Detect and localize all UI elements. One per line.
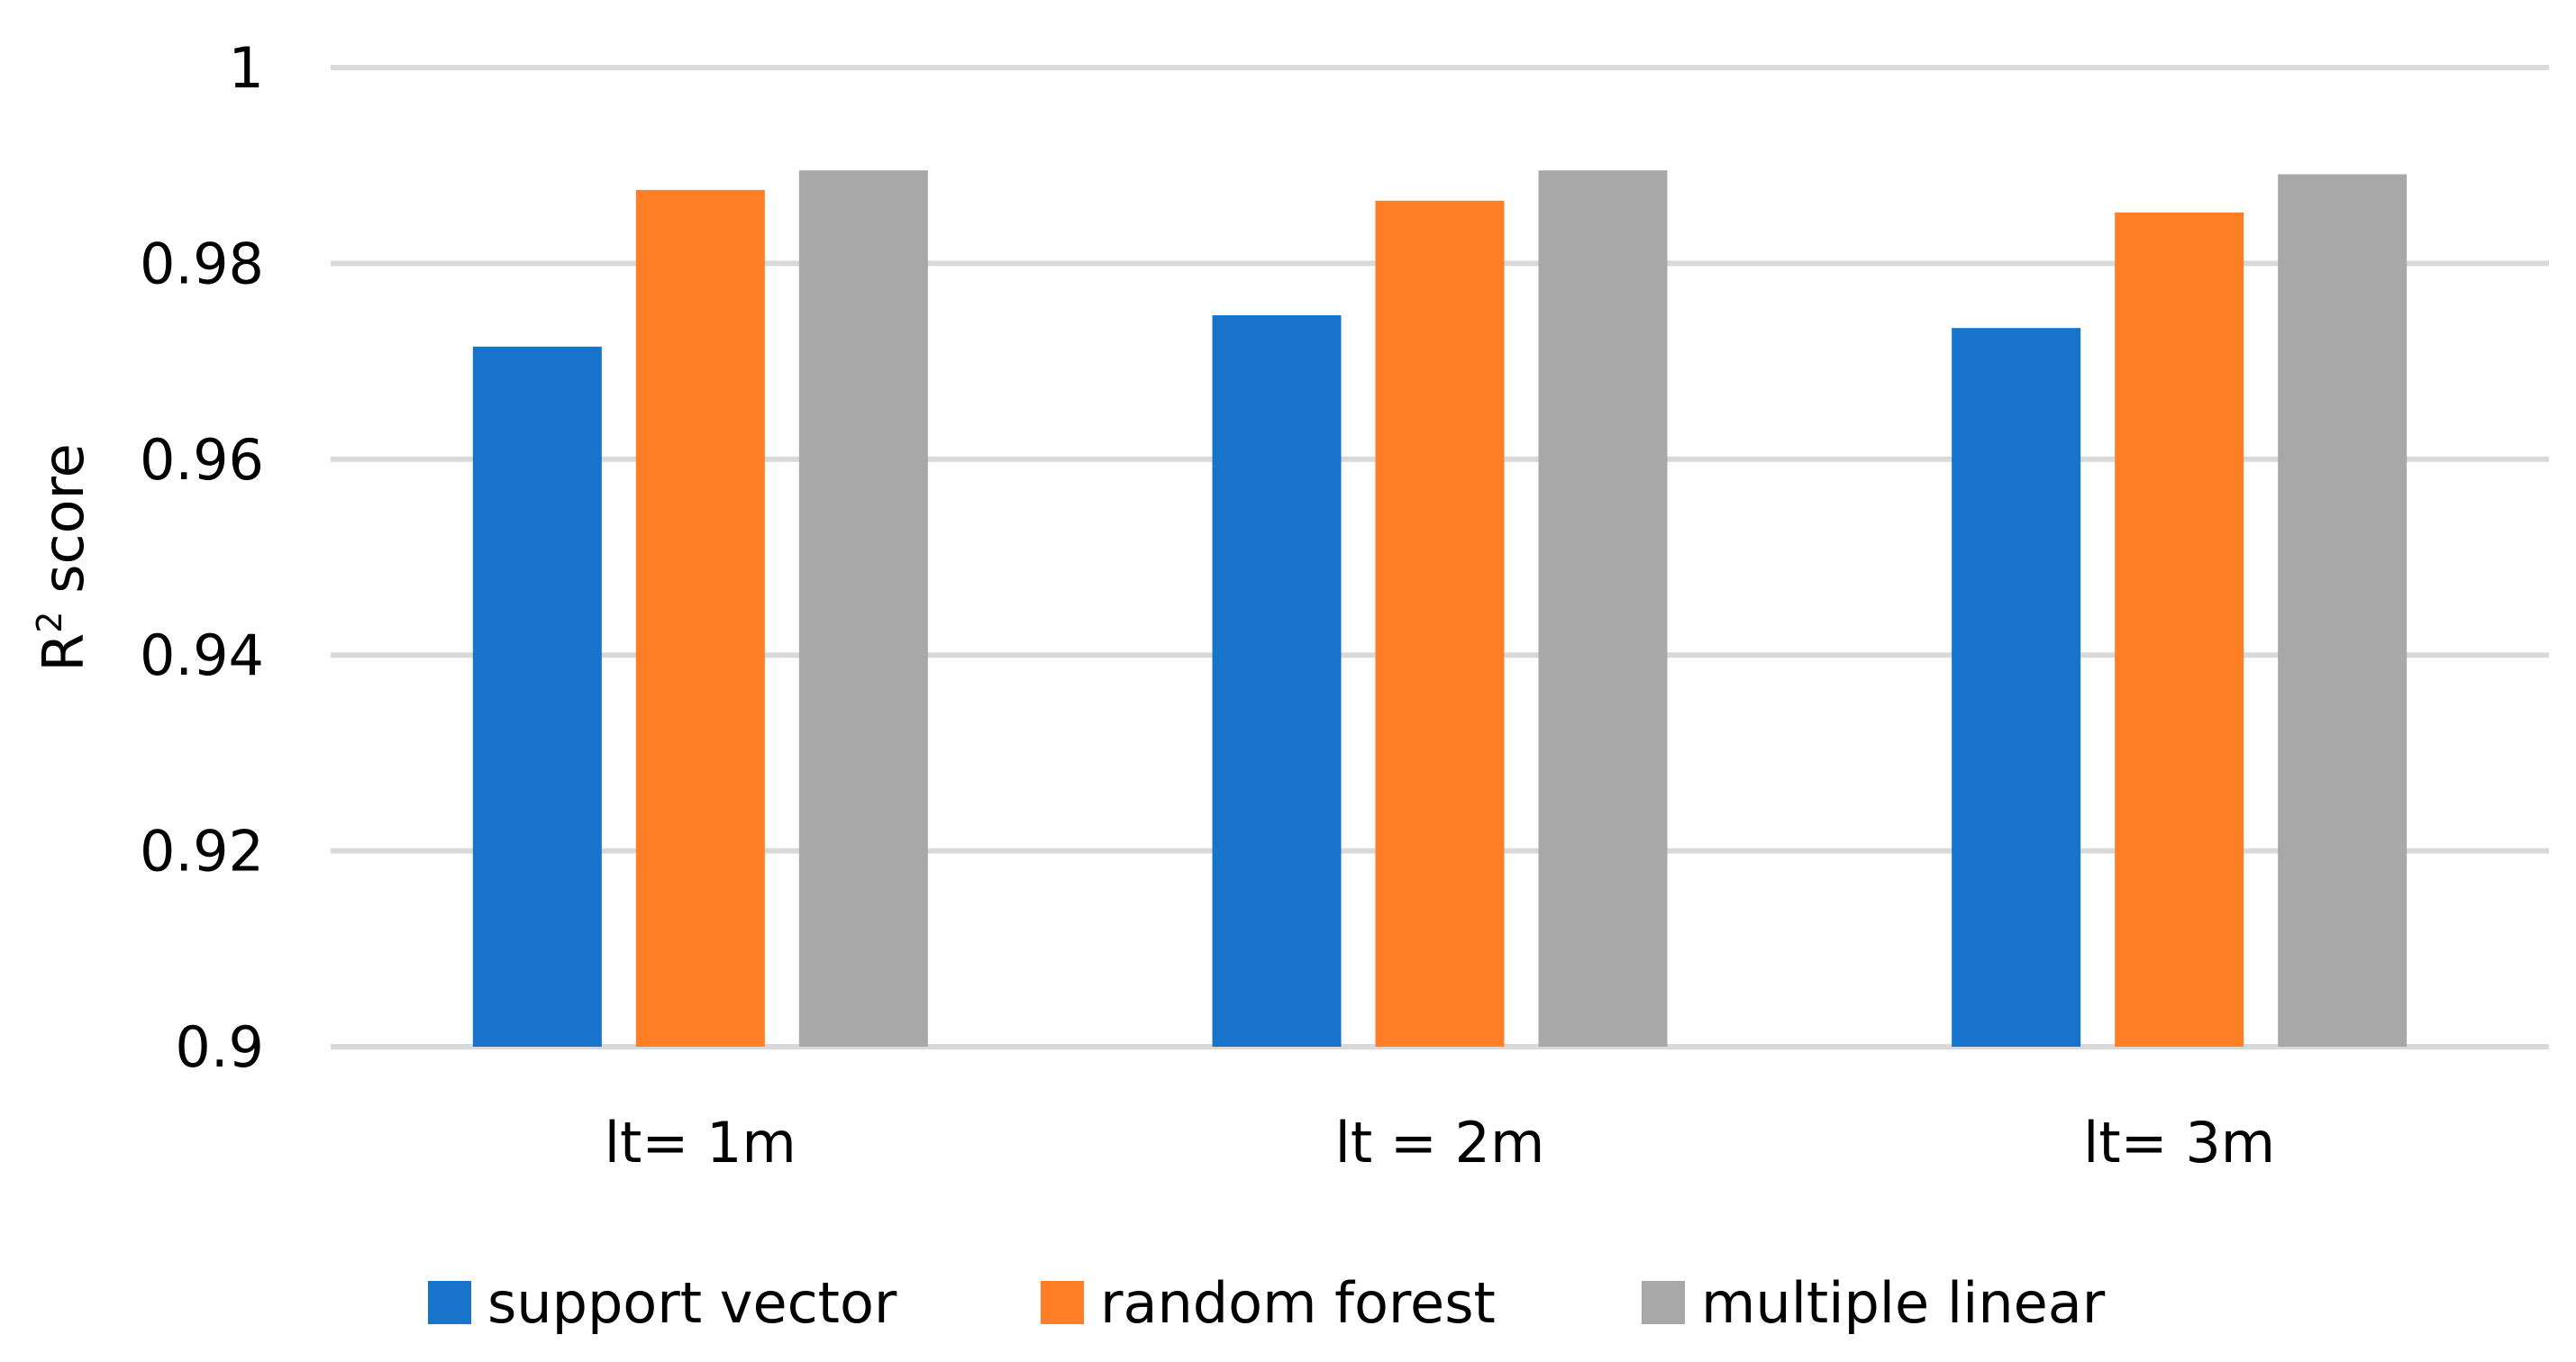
y-tick-label: 0.96 [140, 427, 264, 493]
y-tick-label: 0.9 [175, 1014, 264, 1080]
y-tick-label: 1 [229, 35, 264, 101]
legend-label: multiple linear [1701, 1270, 2106, 1336]
bars [472, 170, 2408, 1048]
x-tick-label: lt = 2m [1335, 1110, 1545, 1176]
bar-multiple-linear-3 [2278, 174, 2408, 1047]
y-axis-label: R2 score [30, 443, 96, 672]
y-tick-label: 0.98 [140, 231, 264, 296]
bar-random-forest-2 [1375, 200, 1505, 1047]
bar-random-forest-3 [2115, 212, 2244, 1048]
bar-multiple-linear-2 [1538, 170, 1668, 1047]
bar-support-vector-2 [1212, 315, 1342, 1047]
bar-multiple-linear-1 [798, 170, 928, 1047]
y-tick-label: 0.92 [140, 819, 264, 885]
x-tick-labels: lt= 1m lt = 2m lt= 3m [605, 1110, 2275, 1176]
y-tick-labels: 0.9 0.92 0.94 0.96 0.98 1 [140, 35, 264, 1080]
y-tick-label: 0.94 [140, 622, 264, 688]
bar-support-vector-1 [472, 346, 602, 1047]
legend-swatch [1642, 1281, 1685, 1324]
legend-label: random forest [1100, 1270, 1496, 1336]
legend-swatch [428, 1281, 471, 1324]
bar-random-forest-1 [635, 189, 765, 1047]
legend-label: support vector [487, 1270, 897, 1336]
x-tick-label: lt= 1m [605, 1110, 796, 1176]
legend: support vector random forest multiple line… [428, 1270, 2106, 1336]
bar-support-vector-3 [1952, 328, 2081, 1048]
legend-swatch [1041, 1281, 1084, 1324]
x-tick-label: lt= 3m [2083, 1110, 2275, 1176]
